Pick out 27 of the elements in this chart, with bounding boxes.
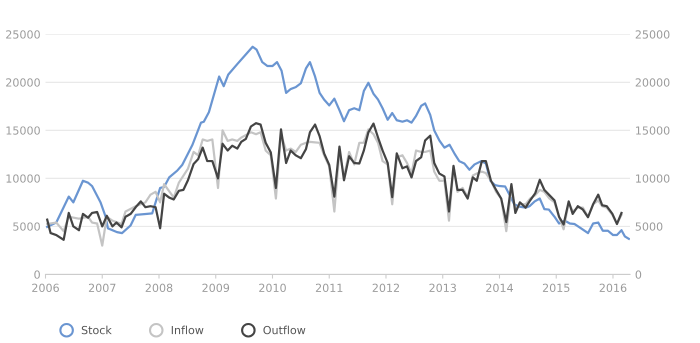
y2-tick-label: 10000 bbox=[636, 174, 670, 183]
y-tick-label: 15000 bbox=[6, 126, 40, 135]
y2-tick-label: 20000 bbox=[636, 78, 670, 87]
y-tick-label: 5000 bbox=[13, 222, 40, 231]
x-tick-label: 2008 bbox=[146, 284, 172, 292]
x-tick-label: 2006 bbox=[32, 284, 59, 292]
y2-tick-label: 5000 bbox=[636, 222, 662, 231]
y2-tick-label: 15000 bbox=[636, 126, 670, 135]
x-tick-label: 2007 bbox=[88, 284, 116, 292]
y2-tick-label: 25000 bbox=[636, 30, 670, 39]
x-tick-label: 2013 bbox=[429, 284, 456, 292]
y-tick-label: 20000 bbox=[6, 78, 40, 87]
legend-label: Stock bbox=[82, 326, 112, 334]
x-tick-label: 2011 bbox=[316, 284, 342, 292]
y-tick-label: 10000 bbox=[6, 174, 40, 183]
x-tick-label: 2010 bbox=[259, 284, 286, 292]
legend-label: Outflow bbox=[263, 326, 306, 334]
y-tick-label: 0 bbox=[34, 270, 40, 279]
x-tick-label: 2012 bbox=[372, 284, 400, 292]
x-tick-label: 2015 bbox=[542, 284, 570, 292]
x-tick-label: 2009 bbox=[202, 284, 230, 292]
line-series bbox=[46, 46, 630, 240]
x-tick-label: 2014 bbox=[486, 284, 513, 292]
y-tick-label: 25000 bbox=[6, 30, 40, 39]
x-tick-label: 2016 bbox=[600, 284, 626, 292]
y2-tick-label: 0 bbox=[636, 270, 642, 279]
legend-label: Inflow bbox=[172, 326, 204, 334]
